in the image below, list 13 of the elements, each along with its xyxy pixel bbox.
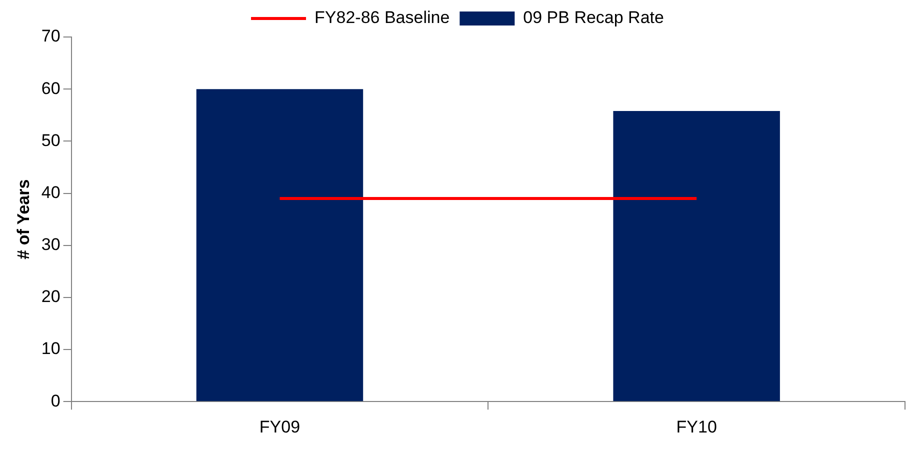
x-tick-label: FY09 xyxy=(259,417,300,436)
y-tick-label: 10 xyxy=(41,339,60,358)
y-tick-label: 50 xyxy=(41,130,60,150)
y-tick-label: 0 xyxy=(50,391,60,410)
y-tick-label: 30 xyxy=(41,235,60,254)
legend-label: FY82-86 Baseline xyxy=(314,8,450,28)
y-tick-label: 20 xyxy=(41,287,60,306)
y-tick-label: 60 xyxy=(41,78,60,98)
y-tick-label: 40 xyxy=(41,182,60,202)
legend-label: 09 PB Recap Rate xyxy=(523,8,664,28)
y-axis-title: # of Years xyxy=(14,179,33,260)
y-tick-label: 70 xyxy=(41,26,60,46)
x-tick-label: FY10 xyxy=(676,417,717,436)
